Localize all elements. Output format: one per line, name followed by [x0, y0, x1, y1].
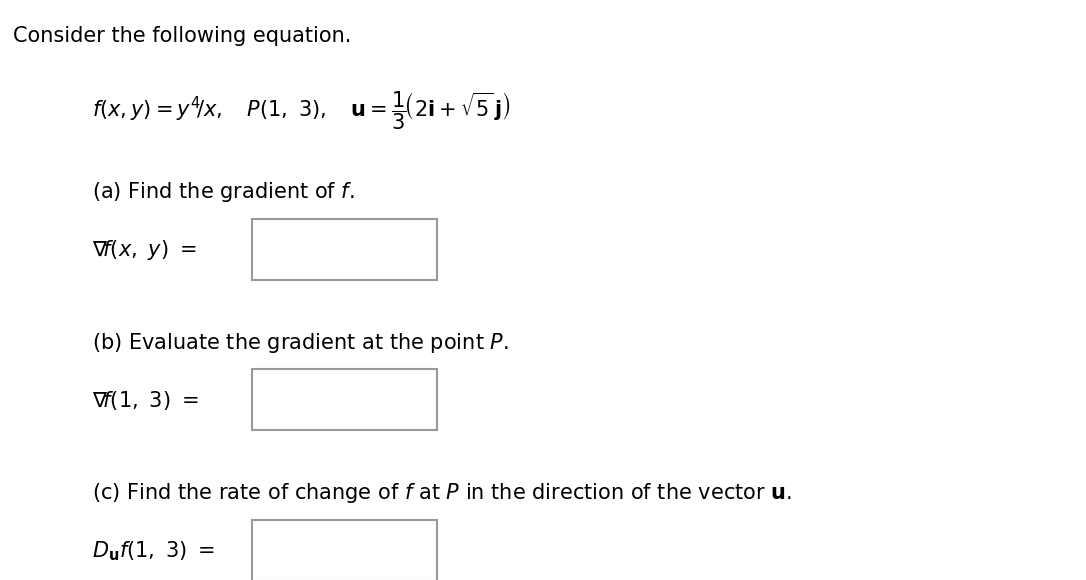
- FancyBboxPatch shape: [252, 369, 437, 430]
- Text: (b) Evaluate the gradient at the point $P$.: (b) Evaluate the gradient at the point $…: [92, 331, 509, 354]
- FancyBboxPatch shape: [252, 520, 437, 580]
- Text: $f(x, y) = y^4\!/x, \quad P(1,\ 3), \quad \mathbf{u} = \dfrac{1}{3}\!\left(2\mat: $f(x, y) = y^4\!/x, \quad P(1,\ 3), \qua…: [92, 90, 512, 132]
- Text: (c) Find the rate of change of $f$ at $P$ in the direction of the vector $\mathb: (c) Find the rate of change of $f$ at $P…: [92, 481, 792, 505]
- Text: $\nabla\! f(x,\ y)\ =$: $\nabla\! f(x,\ y)\ =$: [92, 238, 197, 262]
- Text: Consider the following equation.: Consider the following equation.: [13, 26, 352, 46]
- Text: (a) Find the gradient of $f$.: (a) Find the gradient of $f$.: [92, 180, 355, 204]
- Text: $\nabla\! f(1,\ 3)\ =$: $\nabla\! f(1,\ 3)\ =$: [92, 389, 199, 412]
- FancyBboxPatch shape: [252, 219, 437, 280]
- Text: $D_{\mathbf{u}}f(1,\ 3)\ =$: $D_{\mathbf{u}}f(1,\ 3)\ =$: [92, 539, 215, 563]
